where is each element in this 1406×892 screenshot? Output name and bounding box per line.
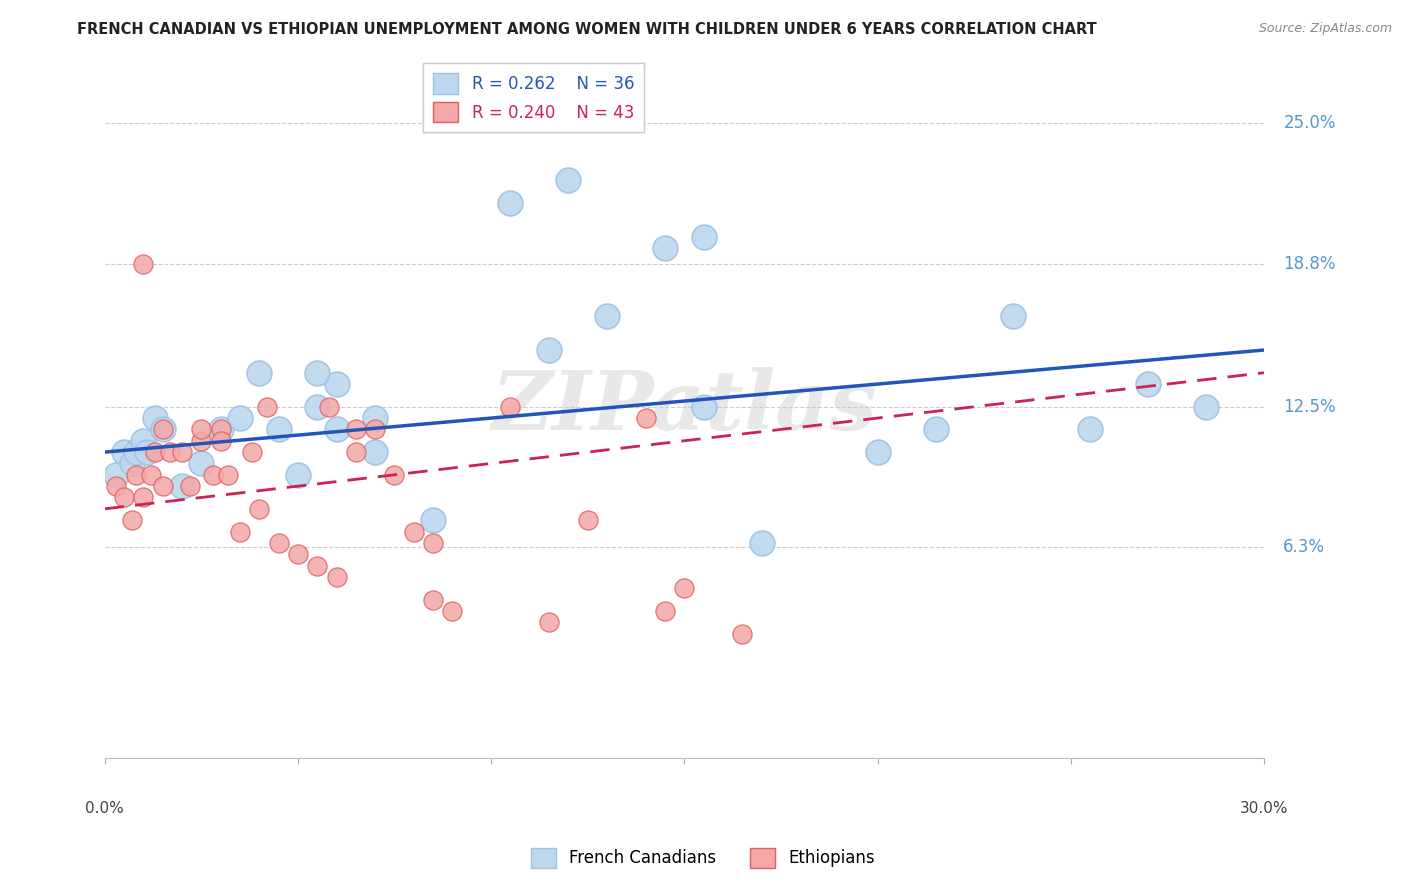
Point	[1078, 422, 1101, 436]
Point	[307, 558, 329, 573]
Point	[344, 445, 367, 459]
Point	[105, 467, 128, 482]
Point	[441, 604, 464, 618]
Point	[1195, 400, 1218, 414]
Point	[267, 422, 290, 436]
Point	[307, 400, 329, 414]
Point	[152, 422, 174, 436]
Point	[364, 422, 387, 436]
Point	[209, 422, 232, 436]
Point	[325, 377, 347, 392]
Point	[229, 524, 252, 539]
Point	[538, 615, 561, 630]
Legend: R = 0.262    N = 36, R = 0.240    N = 43: R = 0.262 N = 36, R = 0.240 N = 43	[423, 63, 644, 133]
Text: Source: ZipAtlas.com: Source: ZipAtlas.com	[1258, 22, 1392, 36]
Point	[152, 479, 174, 493]
Point	[364, 411, 387, 425]
Point	[256, 400, 278, 414]
Point	[422, 513, 444, 527]
Text: 6.3%: 6.3%	[1284, 539, 1326, 557]
Point	[170, 445, 193, 459]
Point	[344, 422, 367, 436]
Point	[384, 467, 406, 482]
Point	[132, 434, 155, 448]
Point	[538, 343, 561, 357]
Point	[143, 411, 166, 425]
Point	[499, 400, 522, 414]
Text: 30.0%: 30.0%	[1240, 800, 1288, 815]
Point	[152, 422, 174, 436]
Point	[654, 241, 676, 255]
Point	[634, 411, 657, 425]
Point	[287, 547, 309, 561]
Point	[325, 570, 347, 584]
Point	[402, 524, 425, 539]
Point	[422, 592, 444, 607]
Point	[692, 229, 714, 244]
Point	[136, 445, 159, 459]
Point	[112, 491, 135, 505]
Point	[267, 536, 290, 550]
Point	[179, 479, 201, 493]
Text: FRENCH CANADIAN VS ETHIOPIAN UNEMPLOYMENT AMONG WOMEN WITH CHILDREN UNDER 6 YEAR: FRENCH CANADIAN VS ETHIOPIAN UNEMPLOYMEN…	[77, 22, 1097, 37]
Point	[105, 479, 128, 493]
Point	[190, 434, 212, 448]
Text: 18.8%: 18.8%	[1284, 255, 1336, 273]
Point	[692, 400, 714, 414]
Point	[576, 513, 599, 527]
Point	[422, 536, 444, 550]
Point	[499, 195, 522, 210]
Point	[1001, 309, 1024, 323]
Point	[924, 422, 946, 436]
Point	[159, 445, 181, 459]
Point	[731, 626, 754, 640]
Text: 0.0%: 0.0%	[86, 800, 124, 815]
Point	[325, 422, 347, 436]
Text: ZIPatlas: ZIPatlas	[492, 367, 877, 447]
Text: 12.5%: 12.5%	[1284, 398, 1336, 416]
Point	[287, 467, 309, 482]
Point	[866, 445, 889, 459]
Point	[751, 536, 773, 550]
Point	[229, 411, 252, 425]
Point	[121, 457, 143, 471]
Point	[121, 513, 143, 527]
Point	[364, 445, 387, 459]
Point	[139, 467, 162, 482]
Point	[112, 445, 135, 459]
Point	[143, 445, 166, 459]
Point	[209, 422, 232, 436]
Point	[1137, 377, 1160, 392]
Point	[217, 467, 239, 482]
Point	[247, 501, 270, 516]
Legend: French Canadians, Ethiopians: French Canadians, Ethiopians	[524, 841, 882, 875]
Point	[132, 257, 155, 271]
Point	[124, 445, 146, 459]
Point	[596, 309, 619, 323]
Text: 25.0%: 25.0%	[1284, 114, 1336, 132]
Point	[124, 467, 146, 482]
Point	[201, 467, 224, 482]
Point	[209, 434, 232, 448]
Point	[307, 366, 329, 380]
Point	[132, 491, 155, 505]
Point	[557, 173, 579, 187]
Point	[240, 445, 263, 459]
Point	[318, 400, 340, 414]
Point	[673, 581, 696, 595]
Point	[170, 479, 193, 493]
Point	[247, 366, 270, 380]
Point	[190, 457, 212, 471]
Point	[190, 422, 212, 436]
Point	[654, 604, 676, 618]
